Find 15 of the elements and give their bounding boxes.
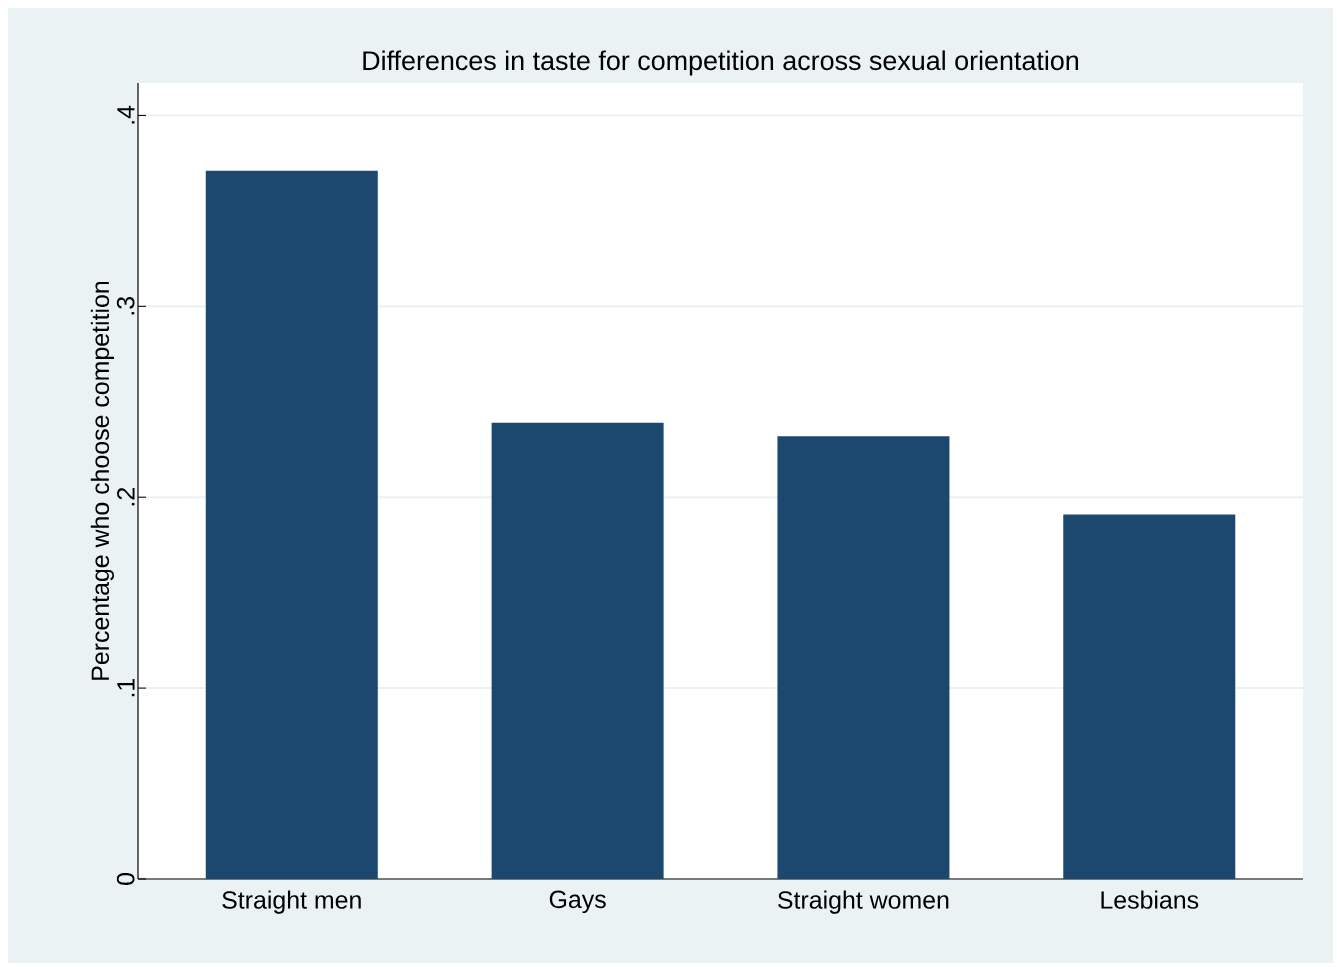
- x-tick-label: Straight men: [222, 890, 361, 914]
- x-tick-label: Lesbians: [1101, 890, 1199, 909]
- bar: [205, 170, 378, 879]
- bar: [777, 436, 950, 879]
- y-tick-label: .1: [117, 678, 135, 697]
- bar: [491, 422, 664, 879]
- y-tick-label: .4: [117, 105, 135, 124]
- y-tick-label: .2: [117, 488, 135, 506]
- y-tick-label: .3: [116, 297, 135, 315]
- chart-title: Differences in taste for competition across sexual orientation: [363, 50, 1079, 76]
- x-tick-label: Gays: [549, 890, 606, 914]
- y-axis-title: Percentage who choose competition: [90, 281, 115, 680]
- y-tick-label: 0: [116, 873, 135, 885]
- bar: [1063, 514, 1236, 879]
- x-tick-label: Straight women: [778, 890, 949, 914]
